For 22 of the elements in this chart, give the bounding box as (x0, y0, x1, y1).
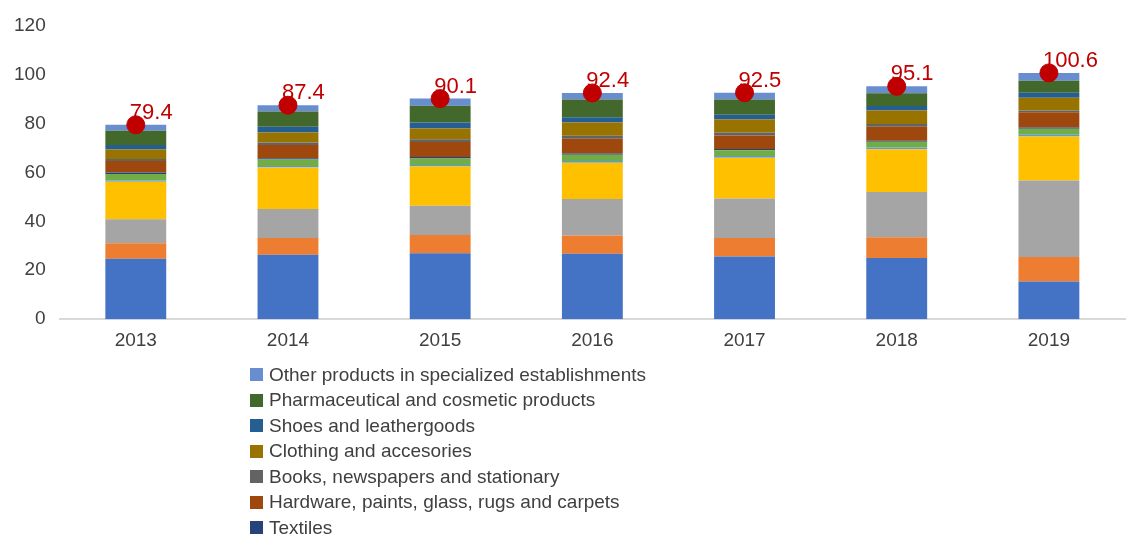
legend-label: Books, newspapers and stationary (269, 465, 560, 488)
legend-label: Hardware, paints, glass, rugs and carpets (269, 491, 620, 514)
data-label: 79.4 (129, 98, 173, 124)
y-tick-label: 80 (24, 111, 46, 133)
x-tick-label: 2013 (114, 328, 157, 350)
legend-label: Pharmaceutical and cosmetic products (269, 389, 596, 412)
legend-label: Other products in specialized establishments (269, 363, 647, 386)
y-tick-label: 60 (24, 160, 46, 182)
y-tick-label: 40 (24, 209, 46, 231)
x-tick-label: 2019 (1027, 328, 1071, 350)
x-tick-label: 2014 (266, 328, 310, 350)
y-tick-label: 120 (14, 13, 46, 35)
y-tick-label: 100 (14, 62, 46, 84)
x-tick-label: 2015 (419, 328, 462, 350)
y-tick-label: 0 (35, 307, 46, 329)
y-tick-label: 20 (24, 258, 46, 280)
x-tick-label: 2017 (723, 328, 766, 350)
legend-label: Textiles (269, 516, 333, 539)
legend-label: Clothing and accesories (269, 440, 472, 463)
x-tick-label: 2016 (571, 328, 614, 350)
legend-label: Shoes and leathergoods (269, 414, 475, 437)
x-tick-label: 2018 (875, 328, 918, 350)
